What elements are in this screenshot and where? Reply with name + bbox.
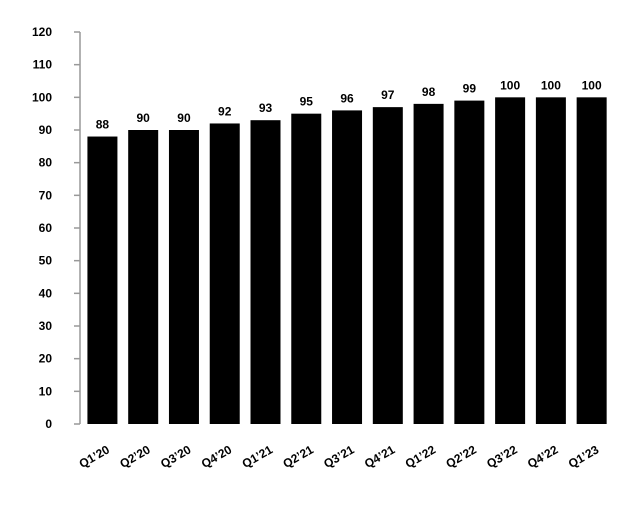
value-label: 95	[300, 95, 314, 109]
value-label: 96	[340, 91, 354, 105]
x-tick-label: Q1’22	[403, 442, 439, 471]
x-tick-label: Q1’23	[566, 442, 602, 471]
y-tick-label: 60	[39, 221, 53, 235]
y-tick-label: 80	[39, 156, 53, 170]
x-tick-label: Q2’22	[444, 442, 480, 471]
y-tick-label: 50	[39, 254, 53, 268]
bar	[535, 97, 566, 424]
value-label: 100	[541, 78, 561, 92]
x-tick-label: Q1’20	[77, 442, 113, 471]
value-label: 93	[259, 101, 273, 115]
y-tick-label: 100	[32, 90, 52, 104]
value-label: 90	[137, 111, 151, 125]
x-tick-label: Q2’20	[117, 442, 153, 471]
bar	[576, 97, 607, 424]
y-tick-label: 110	[33, 58, 53, 72]
y-tick-label: 40	[39, 286, 53, 300]
bar	[291, 113, 322, 425]
y-tick-label: 20	[39, 352, 53, 366]
x-tick-label: Q4’20	[199, 442, 235, 471]
value-label: 92	[218, 104, 232, 118]
value-label: 98	[422, 85, 436, 99]
bar	[168, 130, 199, 424]
value-label: 100	[582, 78, 602, 92]
value-label: 99	[463, 82, 477, 96]
x-tick-label: Q4’22	[525, 442, 561, 471]
bar	[87, 136, 118, 425]
bar	[372, 107, 403, 424]
x-tick-label: Q4’21	[362, 442, 398, 471]
y-tick-label: 90	[39, 123, 53, 137]
y-tick-label: 120	[32, 25, 52, 39]
y-tick-label: 30	[39, 319, 53, 333]
bar	[332, 110, 363, 425]
value-label: 90	[177, 111, 191, 125]
bar	[209, 123, 240, 424]
x-tick-label: Q3’22	[484, 442, 520, 471]
bar	[454, 100, 485, 424]
bar	[495, 97, 526, 424]
value-label: 100	[500, 78, 520, 92]
x-tick-label: Q3’20	[158, 442, 194, 471]
bar	[128, 130, 159, 424]
x-tick-label: Q3’21	[321, 442, 357, 471]
bar	[413, 103, 444, 424]
x-tick-label: Q1’21	[240, 442, 276, 471]
y-tick-label: 70	[39, 188, 53, 202]
value-label: 97	[381, 88, 395, 102]
value-label: 88	[96, 118, 110, 132]
y-tick-label: 0	[45, 417, 52, 431]
bar	[250, 120, 281, 424]
x-tick-label: Q2’21	[280, 442, 316, 471]
y-tick-label: 10	[39, 384, 53, 398]
